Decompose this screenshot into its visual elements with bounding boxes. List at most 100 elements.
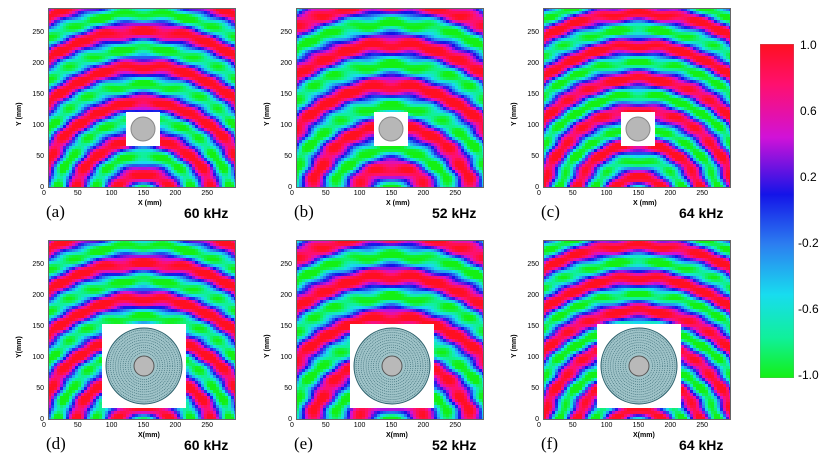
y-tick-label: 100 xyxy=(30,122,44,129)
colorbar-tick--1: -1.0 xyxy=(798,368,819,382)
x-tick-label: 200 xyxy=(417,190,429,197)
wave-field xyxy=(296,8,484,188)
x-tick-label: 200 xyxy=(664,422,676,429)
y-tick-label: 150 xyxy=(525,323,539,330)
x-tick-label: 200 xyxy=(664,190,676,197)
cloak-obstacle-inset xyxy=(102,324,186,408)
y-tick-label: 150 xyxy=(525,91,539,98)
y-axis-title: Y (mm) xyxy=(264,102,271,126)
x-tick-label: 100 xyxy=(106,422,118,429)
x-tick-label: 250 xyxy=(201,422,213,429)
x-axis-title: X (mm) xyxy=(633,200,657,207)
cylinder-obstacle-inset xyxy=(126,112,160,146)
x-tick-label: 150 xyxy=(386,422,398,429)
panel-letter: (b) xyxy=(294,202,314,222)
x-axis-title: X(mm) xyxy=(633,432,655,439)
y-tick-label: 250 xyxy=(278,261,292,268)
x-tick-label: 250 xyxy=(201,190,213,197)
y-tick-label: 200 xyxy=(30,292,44,299)
x-tick-label: 250 xyxy=(449,190,461,197)
y-tick-label: 50 xyxy=(278,385,292,392)
y-tick-label: 200 xyxy=(278,60,292,67)
x-tick-label: 50 xyxy=(74,190,82,197)
x-axis-title: X(mm) xyxy=(138,432,160,439)
x-tick-label: 150 xyxy=(138,422,150,429)
x-tick-label: 100 xyxy=(601,422,613,429)
y-axis-title: Y (mm) xyxy=(511,102,518,126)
x-tick-label: 50 xyxy=(322,190,330,197)
colorbar xyxy=(760,44,794,378)
panel-letter: (c) xyxy=(541,202,560,222)
y-tick-label: 0 xyxy=(525,184,539,191)
x-tick-label: 150 xyxy=(138,190,150,197)
wave-field xyxy=(543,8,731,188)
cloak-obstacle-inset xyxy=(597,324,681,408)
x-tick-label: 100 xyxy=(601,190,613,197)
wave-field xyxy=(296,240,484,420)
y-tick-label: 150 xyxy=(30,323,44,330)
panel-letter: (f) xyxy=(541,434,558,454)
y-tick-label: 0 xyxy=(30,416,44,423)
x-tick-label: 0 xyxy=(537,422,541,429)
x-tick-label: 100 xyxy=(106,190,118,197)
x-tick-label: 200 xyxy=(417,422,429,429)
cloak-obstacle-inset xyxy=(350,324,434,408)
x-tick-label: 50 xyxy=(569,422,577,429)
y-tick-label: 50 xyxy=(525,385,539,392)
colorbar-tick-0.2: 0.2 xyxy=(800,170,817,184)
frequency-label: 60 kHz xyxy=(184,205,228,221)
y-tick-label: 150 xyxy=(30,91,44,98)
y-tick-label: 200 xyxy=(525,292,539,299)
x-tick-label: 0 xyxy=(537,190,541,197)
y-tick-label: 100 xyxy=(30,354,44,361)
panel-d: 0 50 100 150 200 250 0 50 100 150 200 250 Y(mm) X(mm)… xyxy=(0,240,236,466)
frequency-label: 52 kHz xyxy=(432,437,476,453)
panel-e: 0 50 100 150 200 250 0 50 100 150 200 250 Y (mm) X(mm… xyxy=(248,240,484,466)
y-axis-title: Y (mm) xyxy=(16,102,23,126)
y-tick-label: 50 xyxy=(30,385,44,392)
x-tick-label: 50 xyxy=(74,422,82,429)
panel-a: 0 50 100 150 200 250 0 50 100 150 200 250 Y (mm) X (m… xyxy=(0,8,236,234)
frequency-label: 60 kHz xyxy=(184,437,228,453)
panel-letter: (e) xyxy=(294,434,313,454)
colorbar-tick-0.6: 0.6 xyxy=(800,104,817,118)
panel-letter: (a) xyxy=(46,202,65,222)
panel-letter: (d) xyxy=(46,434,66,454)
wave-field xyxy=(543,240,731,420)
y-axis-title: Y (mm) xyxy=(511,334,518,358)
x-tick-label: 50 xyxy=(322,422,330,429)
wave-field xyxy=(48,240,236,420)
x-tick-label: 0 xyxy=(290,422,294,429)
x-tick-label: 50 xyxy=(569,190,577,197)
x-tick-label: 150 xyxy=(633,422,645,429)
x-tick-label: 100 xyxy=(354,190,366,197)
y-tick-label: 250 xyxy=(278,29,292,36)
cylinder-obstacle-inset xyxy=(621,112,655,146)
panel-b: 0 50 100 150 200 250 0 50 100 150 200 250 Y (mm) X (m… xyxy=(248,8,484,234)
y-tick-label: 100 xyxy=(525,122,539,129)
frequency-label: 64 kHz xyxy=(679,205,723,221)
y-tick-label: 150 xyxy=(278,323,292,330)
x-tick-label: 0 xyxy=(290,190,294,197)
y-tick-label: 250 xyxy=(30,29,44,36)
y-tick-label: 200 xyxy=(278,292,292,299)
colorbar-tick--0.2: -0.2 xyxy=(798,236,819,250)
y-tick-label: 200 xyxy=(30,60,44,67)
x-tick-label: 200 xyxy=(169,190,181,197)
x-tick-label: 150 xyxy=(633,190,645,197)
y-tick-label: 50 xyxy=(525,153,539,160)
x-axis-title: X (mm) xyxy=(386,200,410,207)
frequency-label: 52 kHz xyxy=(432,205,476,221)
y-tick-label: 100 xyxy=(278,354,292,361)
x-axis-title: X (mm) xyxy=(138,200,162,207)
y-tick-label: 250 xyxy=(525,29,539,36)
wave-field xyxy=(48,8,236,188)
y-tick-label: 50 xyxy=(278,153,292,160)
x-tick-label: 250 xyxy=(449,422,461,429)
colorbar-tick-1: 1.0 xyxy=(800,38,817,52)
y-tick-label: 0 xyxy=(278,184,292,191)
x-tick-label: 200 xyxy=(169,422,181,429)
cylinder-obstacle-inset xyxy=(374,112,408,146)
y-tick-label: 100 xyxy=(525,354,539,361)
x-tick-label: 100 xyxy=(354,422,366,429)
